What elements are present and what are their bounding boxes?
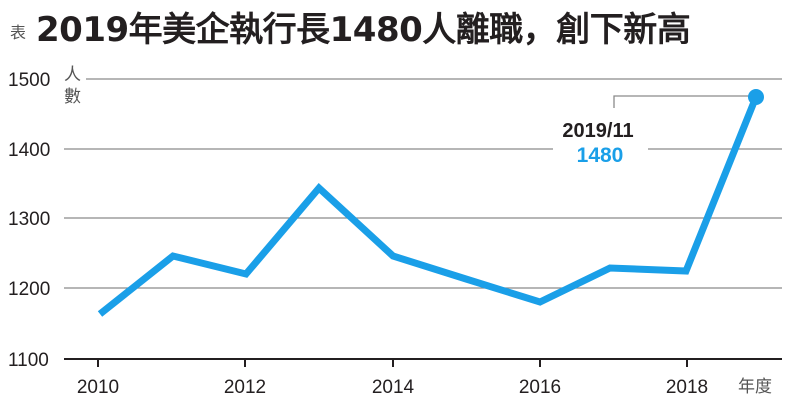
x-axis-labels: 2010 2012 2014 2016 2018 [77,377,708,398]
y-unit-label: 數 [64,87,81,107]
chart-title-row: 表 2019年美企執行長1480人離職，創下新高 [10,2,691,50]
x-tick-label: 2010 [77,377,119,398]
annotation-date: 2019/11 [562,120,633,142]
y-axis-labels: 1500 1400 1300 1200 1100 [8,70,50,371]
x-tick-label: 2016 [519,377,561,398]
y-tick-label: 1300 [8,209,50,230]
highlight-point [748,89,764,105]
x-unit-label: 年度 [738,377,772,397]
y-tick-label: 1400 [8,140,50,161]
x-tick-label: 2012 [224,377,266,398]
x-tick-label: 2018 [666,377,708,398]
gridlines [64,78,782,289]
annotation-value: 1480 [577,144,624,167]
x-axis [64,358,782,367]
annotation-leader-line [613,95,752,108]
chart-title: 2019年美企執行長1480人離職，創下新高 [36,9,691,50]
data-line [97,95,760,317]
x-tick-label: 2014 [372,377,415,398]
y-unit-label: 人 [64,65,81,85]
y-tick-label: 1100 [8,350,49,371]
y-tick-label: 1200 [8,279,50,300]
table-tag: 表 [10,23,27,42]
y-tick-label: 1500 [8,70,50,91]
